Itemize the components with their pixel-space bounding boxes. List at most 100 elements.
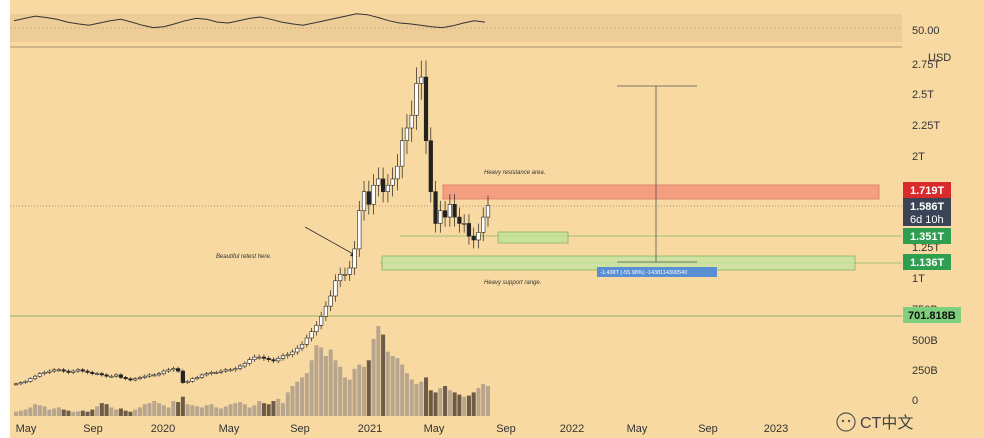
volume-bar xyxy=(109,407,114,416)
candle-body xyxy=(152,374,157,377)
candle-body xyxy=(56,369,62,372)
volume-bar xyxy=(476,388,481,416)
volume-bar xyxy=(381,334,386,416)
volume-bar xyxy=(137,407,142,416)
price-axis: USD 2.75T 2.5T 2.25T 2T 1.25T 1T 750B 50… xyxy=(912,52,951,407)
x-tick-label: May xyxy=(16,423,37,435)
countdown-tag: 6d 10h xyxy=(910,214,944,226)
volume-bar xyxy=(242,404,247,416)
candle-body xyxy=(323,305,328,317)
candle-body xyxy=(385,184,390,192)
candle-body xyxy=(23,380,28,383)
volume-bar xyxy=(342,377,347,416)
watermark: CT中文 xyxy=(836,412,913,432)
volume-bar xyxy=(328,349,333,416)
candle-body xyxy=(142,375,147,378)
volume-bar xyxy=(185,404,190,416)
candle-body xyxy=(485,205,491,218)
volume-bar xyxy=(190,405,195,416)
candle-body xyxy=(32,375,38,380)
volume-bar xyxy=(157,403,162,416)
candle-body xyxy=(147,374,152,377)
volume-bar xyxy=(61,409,66,416)
candle-body xyxy=(90,372,95,374)
volume-bar xyxy=(385,351,390,416)
volume-bar xyxy=(14,411,18,416)
candle-body xyxy=(204,373,209,376)
candle-body xyxy=(381,178,386,192)
x-tick-label: Sep xyxy=(83,423,103,435)
candle-body xyxy=(357,210,362,250)
x-tick-label: Sep xyxy=(496,423,516,435)
volume-bar xyxy=(161,405,166,416)
candle-body xyxy=(80,369,85,372)
candle-body xyxy=(457,216,462,224)
volume-bar xyxy=(166,407,171,416)
candle-body xyxy=(447,204,452,218)
candle-body xyxy=(266,358,271,360)
volume-bar xyxy=(152,401,157,416)
volume-bar xyxy=(304,373,309,416)
volume-tick-label: 0 xyxy=(912,395,918,407)
candle-body xyxy=(118,374,123,378)
time-axis-background xyxy=(10,420,984,438)
y-tick-label: 2.25T xyxy=(912,120,940,132)
candle-body xyxy=(347,267,352,275)
candle-body xyxy=(209,372,214,374)
candle-body xyxy=(228,369,233,372)
volume-bar xyxy=(123,410,128,416)
volume-bar xyxy=(180,396,185,416)
candle-body xyxy=(52,369,57,372)
volume-bar xyxy=(443,386,448,416)
volume-bar xyxy=(56,407,61,416)
candle-body xyxy=(109,375,114,378)
volume-bar xyxy=(347,379,352,416)
volume-bar xyxy=(366,360,371,416)
volume-bar xyxy=(23,409,28,416)
volume-bar xyxy=(371,338,376,416)
volume-bar xyxy=(457,394,462,416)
candle-body xyxy=(94,373,100,375)
volume-bar xyxy=(285,392,290,416)
volume-bar xyxy=(471,392,476,416)
volume-bar xyxy=(104,404,109,416)
current-tag-bg xyxy=(903,198,951,226)
candle-body xyxy=(414,83,419,116)
candle-body xyxy=(13,383,19,386)
candle-body xyxy=(137,377,143,380)
volume-bar xyxy=(414,383,419,416)
volume-bar xyxy=(447,390,452,416)
volume-bar xyxy=(266,404,271,416)
volume-bar xyxy=(295,381,300,416)
candle-body xyxy=(261,356,267,359)
y-tick-label: 1.25T xyxy=(912,242,940,254)
volume-bar xyxy=(352,368,357,416)
volume-bar xyxy=(147,403,152,416)
volume-bar xyxy=(247,407,252,416)
x-tick-label: Sep xyxy=(290,423,310,435)
candle-body xyxy=(28,378,33,382)
volume-bar xyxy=(33,404,38,416)
x-tick-label: May xyxy=(219,423,240,435)
retest-arrow-line xyxy=(304,226,356,256)
x-tick-label: 2023 xyxy=(764,423,788,435)
volume-bar xyxy=(390,356,395,416)
candle-body xyxy=(37,373,42,377)
volume-bar xyxy=(357,364,362,416)
rsi-pane: 50.00 xyxy=(10,13,940,48)
candle-body xyxy=(271,359,276,362)
time-axis: May Sep 2020 May Sep 2021 May Sep 2022 May Sep 2023 xyxy=(16,423,789,435)
candle-body xyxy=(180,370,185,383)
volume-bar xyxy=(42,406,47,416)
measure-label-box xyxy=(597,267,717,277)
candle-body xyxy=(75,369,81,372)
volume-bar xyxy=(199,407,204,416)
volume-bar xyxy=(400,364,405,416)
volume-tick-label: 500B xyxy=(912,335,938,347)
current-price-tag: 1.586T xyxy=(910,201,945,213)
price-tags: 1.719T 1.586T 6d 10h 1.351T 1.136T 701.8… xyxy=(903,182,961,323)
candle-body xyxy=(423,76,429,142)
volume-bar xyxy=(257,401,262,416)
volume-bar xyxy=(114,409,119,416)
volume-bar xyxy=(314,345,319,416)
